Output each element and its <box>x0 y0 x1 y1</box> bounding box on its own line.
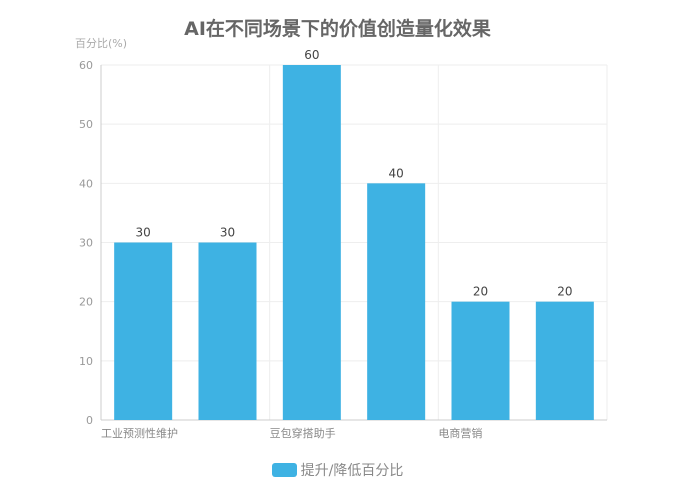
bar-value-label: 20 <box>473 285 488 299</box>
bar <box>535 301 594 420</box>
legend[interactable]: 提升/降低百分比 <box>0 460 675 480</box>
y-tick-label: 30 <box>79 237 93 250</box>
y-tick-label: 20 <box>79 296 93 309</box>
bar <box>367 183 426 420</box>
y-axis-label: 百分比(%) <box>75 37 128 50</box>
y-tick-label: 0 <box>86 414 93 427</box>
y-tick-label: 60 <box>79 59 93 72</box>
bar <box>282 65 341 420</box>
bar <box>114 242 173 420</box>
bar-value-label: 20 <box>557 285 572 299</box>
bar <box>198 242 257 420</box>
y-tick-label: 40 <box>79 177 93 190</box>
x-tick-label: 豆包穿搭助手 <box>270 426 336 440</box>
y-tick-label: 10 <box>79 355 93 368</box>
x-tick-label: 电商营销 <box>438 426 482 440</box>
y-tick-label: 50 <box>79 118 93 131</box>
bar <box>451 301 510 420</box>
bar-value-label: 30 <box>220 226 235 240</box>
legend-swatch <box>271 463 297 477</box>
legend-label: 提升/降低百分比 <box>300 463 404 479</box>
chart-title: AI在不同场景下的价值创造量化效果 <box>184 18 491 40</box>
bar-value-label: 30 <box>136 226 151 240</box>
x-tick-label: 工业预测性维护 <box>101 426 178 440</box>
bar-value-label: 40 <box>389 166 404 180</box>
bar-value-label: 60 <box>304 48 319 62</box>
